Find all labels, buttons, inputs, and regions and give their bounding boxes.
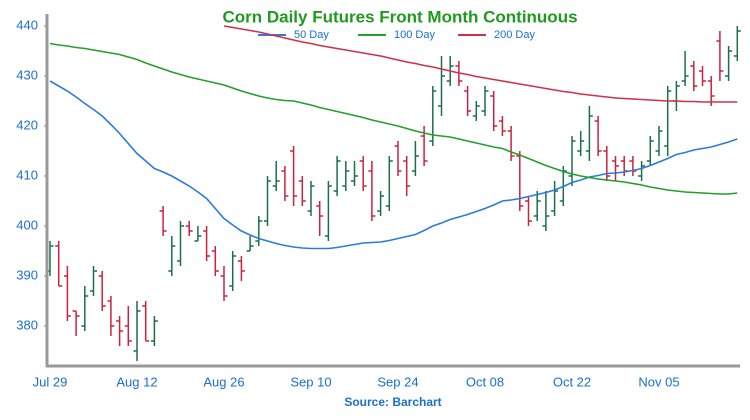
y-tick-label: 380 — [16, 317, 38, 332]
legend-label: 100 Day — [394, 29, 435, 41]
x-tick-label: Sep 24 — [377, 374, 418, 389]
x-tick-label: Aug 26 — [203, 374, 244, 389]
y-tick-label: 420 — [16, 117, 38, 132]
chart-title: Corn Daily Futures Front Month Continuou… — [222, 7, 577, 26]
x-tick-label: Oct 08 — [466, 374, 504, 389]
y-tick-label: 430 — [16, 67, 38, 82]
source: Source: Barchart — [344, 395, 441, 409]
x-tick-label: Sep 10 — [290, 374, 331, 389]
y-tick-label: 440 — [16, 17, 38, 32]
moving-average-line — [49, 80, 738, 250]
moving-average-line — [223, 25, 738, 103]
y-tick-label: 390 — [16, 267, 38, 282]
legend-label: 200 Day — [494, 29, 535, 41]
x-tick-label: Oct 22 — [553, 374, 591, 389]
y-tick-label: 410 — [16, 167, 38, 182]
x-tick-label: Nov 05 — [638, 374, 679, 389]
x-tick-label: Jul 29 — [33, 374, 68, 389]
y-tick-label: 400 — [16, 217, 38, 232]
x-tick-label: Aug 12 — [116, 374, 157, 389]
moving-average-line — [49, 42, 738, 195]
legend-label: 50 Day — [294, 29, 329, 41]
